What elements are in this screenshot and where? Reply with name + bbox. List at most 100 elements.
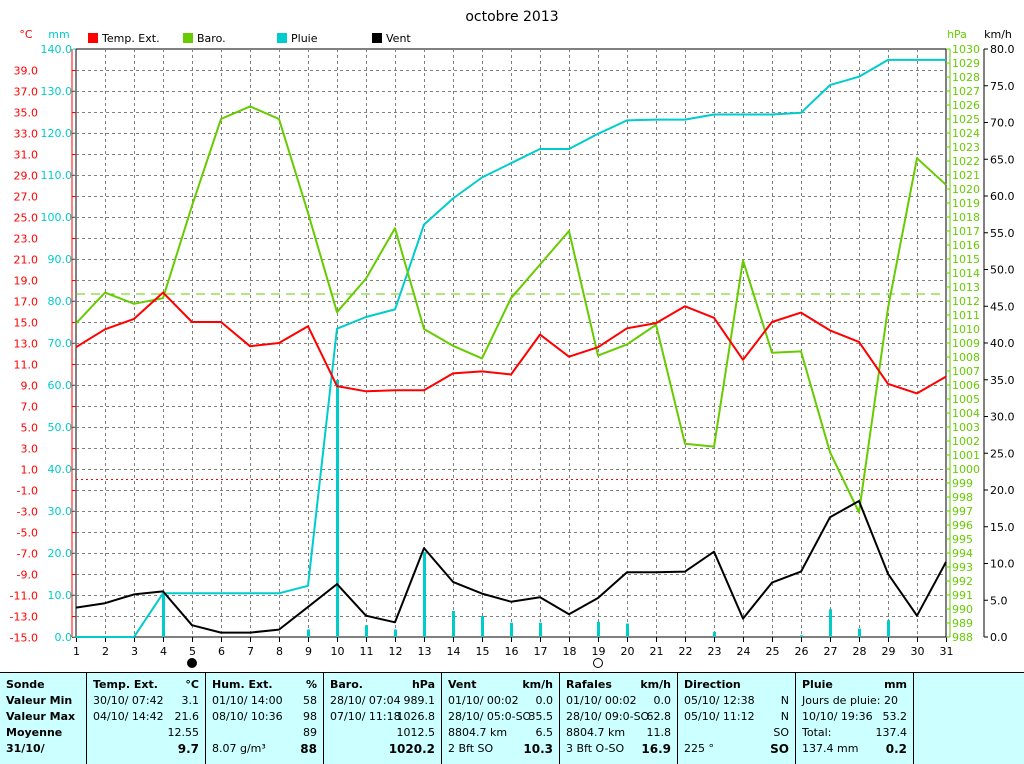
legend-label: Vent: [386, 32, 411, 45]
rain-daily-bar: [539, 622, 542, 637]
x-tick-label: 7: [247, 645, 254, 658]
x-tick-label: 11: [360, 645, 374, 658]
temp-line: [75, 291, 947, 395]
baro-tick-label: 988: [952, 631, 973, 644]
temp-tick-label: 15.0: [14, 317, 39, 330]
x-tick-label: 13: [418, 645, 432, 658]
rain-unit: mm: [884, 678, 907, 691]
baro-tick-label: 1016: [952, 239, 980, 252]
x-tick-label: 29: [882, 645, 896, 658]
wind-column: Vent km/h 01/10/ 00:02 0.0 28/10/ 05:0-SO 3…: [442, 673, 560, 764]
chart-axes: 1 2 3 4 5 6 7 8 9 10 11 12 13 14 15 16 17 18 19 20 21 22 23 24 2…: [10, 28, 1015, 668]
baro-tick-label: 1002: [952, 435, 980, 448]
legend-label: Temp. Ext.: [101, 32, 160, 45]
dir-min-value: N: [780, 694, 789, 707]
rain-daily-bar: [597, 621, 600, 637]
temp-avg: 12.55: [167, 726, 200, 739]
baro-tick-label: 1018: [952, 211, 980, 224]
baro-tick-label: 1013: [952, 281, 980, 294]
baro-tick-label: 1027: [952, 85, 980, 98]
rain-daily-bar: [713, 631, 716, 637]
wind-tick-label: 40.0: [990, 337, 1015, 350]
hum-unit: %: [305, 678, 317, 691]
baro-min-when: 28/10/ 07:04: [330, 694, 401, 707]
rain-daily-bar: [162, 593, 165, 637]
x-tick-label: 22: [679, 645, 693, 658]
baro-tick-label: 1015: [952, 253, 980, 266]
rain-daily-bar: [481, 616, 484, 637]
wind-tick-label: 60.0: [990, 190, 1015, 203]
x-tick-label: 31: [940, 645, 954, 658]
legend-swatch: [183, 33, 193, 43]
row-label-date: 31/10/: [6, 742, 45, 755]
x-tick-label: 12: [389, 645, 403, 658]
baro-tick-label: 1003: [952, 421, 980, 434]
baro-tick-label: 1019: [952, 197, 980, 210]
wind-min-value: 0.0: [535, 694, 554, 707]
rain-current: 0.2: [885, 742, 907, 756]
gust-current: 16.9: [641, 742, 671, 756]
gust-avg: 11.8: [646, 726, 672, 739]
rain-tick-label: 120.0: [41, 127, 73, 140]
baro-tick-label: 1010: [952, 323, 980, 336]
rain-header: Pluie: [802, 678, 833, 691]
baro-tick-label: 994: [952, 547, 973, 560]
rain-daily-bar: [887, 620, 890, 637]
baro-tick-label: 997: [952, 505, 973, 518]
chart-grid: [75, 48, 947, 638]
wind-header: Vent: [448, 678, 477, 691]
gust-header: Rafales: [566, 678, 612, 691]
wind-dist: 8804.7 km: [448, 726, 508, 739]
legend-swatch: [372, 33, 382, 43]
legend-label: Baro.: [197, 32, 226, 45]
temp-tick-label: -9.0: [17, 569, 38, 582]
full-moon-icon: [593, 658, 603, 668]
rain-tick-label: 70.0: [48, 337, 73, 350]
row-label-min: Valeur Min: [6, 694, 73, 707]
rain-tick-label: 90.0: [48, 253, 73, 266]
temp-tick-label: -3.0: [17, 506, 38, 519]
wind-tick-label: 55.0: [990, 227, 1015, 240]
hum-min-value: 58: [303, 694, 317, 707]
wind-tick-label: 25.0: [990, 447, 1015, 460]
x-tick-label: 15: [476, 645, 490, 658]
chart-title: octobre 2013: [465, 9, 558, 25]
rain-tick-label: 140.0: [41, 43, 73, 56]
rain-max-when: 10/10/ 19:36: [802, 710, 873, 723]
baro-line: [75, 105, 947, 514]
wind-min-when: 01/10/ 00:02: [448, 694, 519, 707]
hum-column: Hum. Ext.% 01/10/ 14:00 58 08/10/ 10:36 98…: [206, 673, 324, 764]
temp-tick-label: 31.0: [14, 149, 39, 162]
gust-bft: 3 Bft O-SO: [566, 742, 625, 755]
wind-avg: 6.5: [535, 726, 554, 739]
rain-total-label: Total:: [802, 726, 832, 739]
x-tick-label: 28: [853, 645, 867, 658]
baro-avg: 1012.5: [396, 726, 436, 739]
baro-unit-label: hPa: [947, 28, 967, 41]
dir-max-when: 05/10/ 11:12: [684, 710, 755, 723]
temp-tick-label: 35.0: [14, 107, 39, 120]
row-label-max: Valeur Max: [6, 710, 76, 723]
wind-tick-label: 30.0: [990, 411, 1015, 424]
baro-tick-label: 1000: [952, 463, 980, 476]
temp-tick-label: 7.0: [21, 401, 39, 414]
baro-tick-label: 993: [952, 561, 973, 574]
dir-current: SO: [770, 742, 789, 756]
baro-tick-label: 1030: [952, 43, 980, 56]
temp-tick-label: 13.0: [14, 338, 39, 351]
gust-max-when: 28/10/ 09:0-SO: [566, 710, 650, 723]
temp-tick-label: 23.0: [14, 233, 39, 246]
temp-max-value: 21.6: [174, 710, 200, 723]
temp-tick-label: -7.0: [17, 548, 38, 561]
baro-tick-label: 995: [952, 533, 973, 546]
baro-tick-label: 1004: [952, 407, 980, 420]
legend-swatch: [277, 33, 287, 43]
wind-tick-label: 65.0: [990, 153, 1015, 166]
rain-cumulative-line: [76, 58, 946, 638]
rain-column: Pluie mm Jours de pluie: 20 10/10/ 19:36 5…: [796, 673, 914, 764]
temp-tick-label: 33.0: [14, 128, 39, 141]
baro-tick-label: 1021: [952, 169, 980, 182]
baro-tick-label: 991: [952, 589, 973, 602]
hum-max-value: 98: [303, 710, 317, 723]
rain-daily-bar: [858, 628, 861, 637]
